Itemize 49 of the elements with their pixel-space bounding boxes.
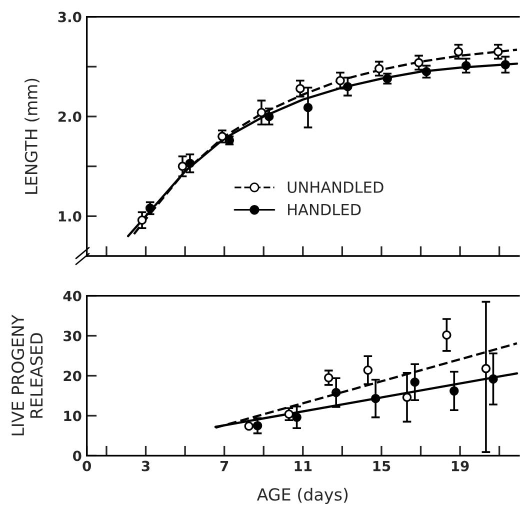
y-axis-title: LENGTH (mm): [24, 78, 40, 194]
point: [292, 412, 302, 422]
legend-label: HANDLED: [288, 204, 361, 216]
x-tick-label: 11: [294, 460, 312, 472]
point: [185, 158, 195, 168]
point: [178, 162, 188, 171]
point: [244, 421, 254, 431]
y-tick-label: 3.0: [58, 12, 82, 22]
point: [488, 374, 498, 384]
point: [374, 64, 384, 74]
point: [454, 47, 464, 56]
y-axis-title: LIVE PROGENY RELEASED: [11, 314, 43, 436]
x-tick-label: 15: [373, 460, 390, 472]
y-tick-label: 40: [63, 290, 82, 302]
point: [442, 330, 452, 340]
point: [303, 102, 313, 112]
point: [461, 61, 471, 70]
x-tick-label: 7: [220, 460, 228, 472]
y-tick-label: 0: [72, 450, 82, 462]
point: [494, 47, 503, 56]
x-tick-label: 19: [452, 460, 469, 472]
x-axis-title: AGE (days): [256, 488, 348, 504]
point: [410, 378, 420, 387]
point: [252, 421, 262, 430]
x-tick-label: 3: [142, 460, 150, 472]
point: [414, 58, 424, 68]
point: [324, 373, 334, 382]
point: [370, 394, 380, 404]
point: [137, 216, 147, 225]
y-tick-label: 20: [64, 370, 82, 382]
point: [145, 204, 155, 213]
point: [481, 364, 491, 374]
legend-label: UNHANDLED: [288, 182, 384, 193]
point: [402, 392, 412, 402]
point: [450, 386, 459, 396]
point: [343, 82, 352, 92]
y-tick-label: 10: [64, 410, 82, 422]
point: [363, 366, 373, 375]
point: [296, 84, 305, 94]
point: [264, 112, 274, 122]
point: [336, 76, 345, 86]
y-tick-label: 1.0: [58, 211, 82, 222]
point: [331, 388, 341, 398]
y-tick-label: 30: [64, 330, 82, 342]
point: [422, 67, 432, 76]
y-tick-label: 2.0: [58, 111, 82, 122]
point: [500, 60, 510, 70]
point: [256, 108, 266, 118]
x-tick-label: 0: [82, 460, 92, 472]
